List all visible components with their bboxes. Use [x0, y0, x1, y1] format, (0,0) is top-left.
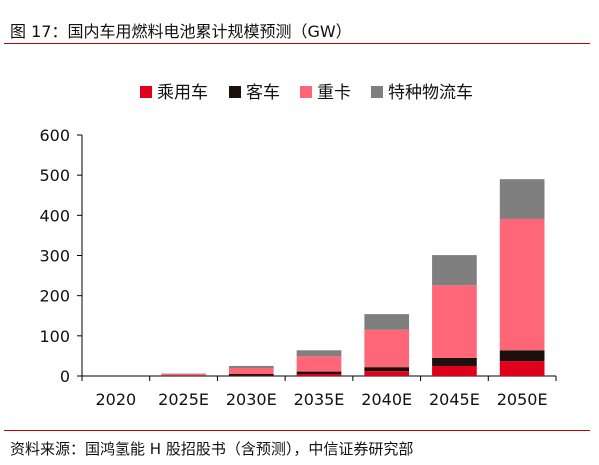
stacked-bar-chart: 0 100 200 300 400 500 600 2020 2025E 2030E 2035E 20… — [39, 83, 557, 409]
x-tick-label-0: 2020 — [95, 390, 136, 409]
y-tick-label-6: 600 — [39, 126, 70, 145]
x-tick-label-2: 2030E — [226, 390, 277, 409]
x-tick-label-5: 2045E — [429, 390, 480, 409]
legend-label-2: 重卡 — [317, 83, 351, 103]
x-tick-label-6: 2050E — [497, 390, 548, 409]
x-tick-label-4: 2040E — [361, 390, 412, 409]
legend-label-0: 乘用车 — [157, 83, 208, 103]
legend-swatch-3 — [371, 86, 383, 98]
y-tick-label-3: 300 — [39, 247, 70, 266]
bar-2030e-heavy-truck — [228, 367, 274, 374]
bar-2035e-heavy-truck — [296, 356, 342, 372]
y-tick-label-5: 500 — [39, 166, 70, 185]
source-note: 资料来源：国鸿氢能 H 股招股书（含预测），中信证券研究部 — [10, 440, 414, 458]
bar-2045e-passenger — [432, 365, 477, 376]
bar-2050e-special-logistics — [499, 179, 545, 219]
bar-2035e-passenger — [296, 373, 342, 376]
bar-2050e-bus — [499, 350, 545, 362]
bar-2050e-heavy-truck — [499, 218, 545, 351]
bar-2050e-passenger — [499, 361, 545, 376]
x-tick-label-1: 2025E — [158, 390, 209, 409]
bar-2040e-passenger — [364, 371, 410, 376]
legend-swatch-1 — [229, 86, 241, 98]
y-tick-label-4: 400 — [39, 206, 70, 225]
bar-2030e-bus — [228, 373, 274, 376]
bar-2045e-special-logistics — [432, 255, 477, 286]
legend-label-1: 客车 — [246, 83, 280, 103]
bar-2035e-bus — [296, 371, 342, 374]
legend-swatch-0 — [140, 86, 152, 98]
bar-2030e-special-logistics — [228, 365, 274, 368]
bar-2045e-bus — [432, 357, 477, 366]
title-bar — [4, 6, 590, 44]
chart-title: 图 17：国内车用燃料电池累计规模预测（GW） — [10, 22, 352, 41]
x-tick-label-3: 2035E — [294, 390, 345, 409]
bar-2035e-special-logistics — [296, 350, 342, 357]
bar-2040e-heavy-truck — [364, 329, 410, 368]
y-tick-label-2: 200 — [39, 287, 70, 306]
y-tick-label-1: 100 — [39, 327, 70, 346]
bar-2045e-heavy-truck — [432, 285, 477, 358]
legend-swatch-2 — [300, 86, 312, 98]
legend-label-3: 特种物流车 — [388, 83, 473, 103]
y-tick-label-0: 0 — [60, 367, 70, 386]
bar-2025e-heavy-truck — [161, 373, 206, 376]
bar-2040e-special-logistics — [364, 314, 410, 330]
bar-2040e-bus — [364, 367, 410, 372]
source-divider — [4, 430, 590, 431]
